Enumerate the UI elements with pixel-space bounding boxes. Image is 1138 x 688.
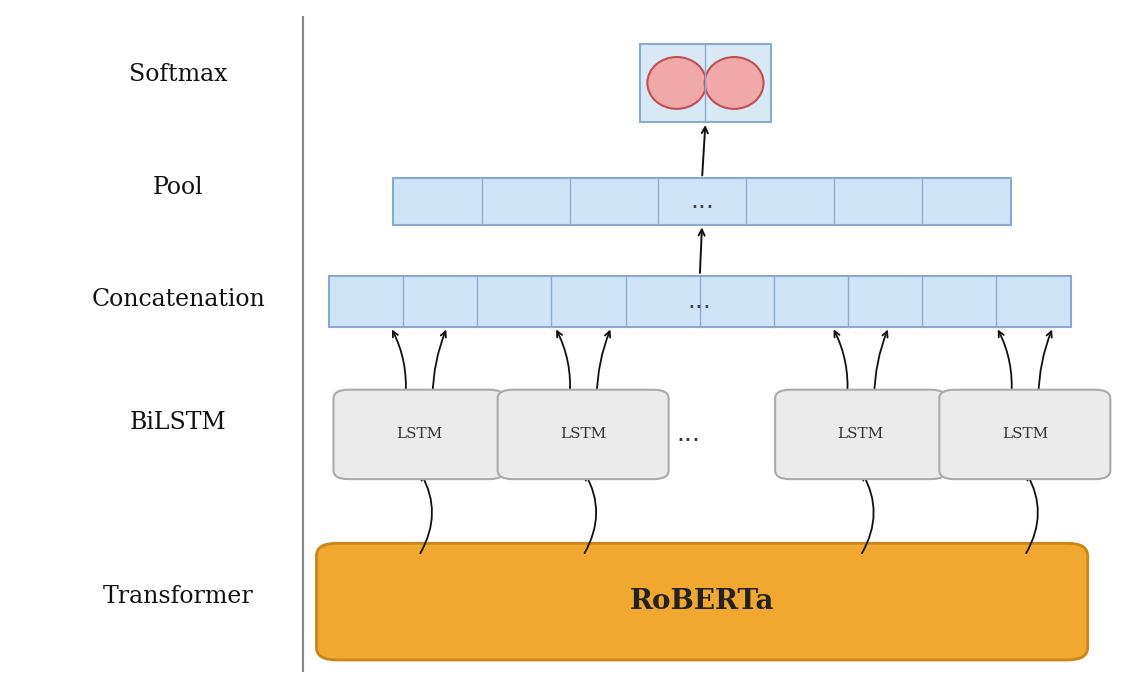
Text: LSTM: LSTM <box>396 427 442 442</box>
FancyBboxPatch shape <box>775 389 946 479</box>
Text: BiLSTM: BiLSTM <box>130 411 226 434</box>
FancyBboxPatch shape <box>333 389 504 479</box>
FancyBboxPatch shape <box>939 389 1111 479</box>
FancyBboxPatch shape <box>329 276 1071 327</box>
FancyBboxPatch shape <box>641 44 770 122</box>
FancyBboxPatch shape <box>316 544 1088 660</box>
FancyBboxPatch shape <box>497 389 669 479</box>
Text: ...: ... <box>687 290 711 313</box>
Text: ...: ... <box>690 189 714 213</box>
Text: RoBERTa: RoBERTa <box>629 588 774 615</box>
FancyBboxPatch shape <box>394 178 1011 224</box>
Text: LSTM: LSTM <box>838 427 884 442</box>
Text: Softmax: Softmax <box>129 63 228 86</box>
Text: LSTM: LSTM <box>1001 427 1048 442</box>
Text: LSTM: LSTM <box>560 427 607 442</box>
Text: Concatenation: Concatenation <box>91 288 265 311</box>
Text: ...: ... <box>676 422 700 447</box>
Ellipse shape <box>704 57 764 109</box>
Ellipse shape <box>648 57 707 109</box>
Text: Transformer: Transformer <box>102 585 254 608</box>
Text: Pool: Pool <box>152 175 204 199</box>
